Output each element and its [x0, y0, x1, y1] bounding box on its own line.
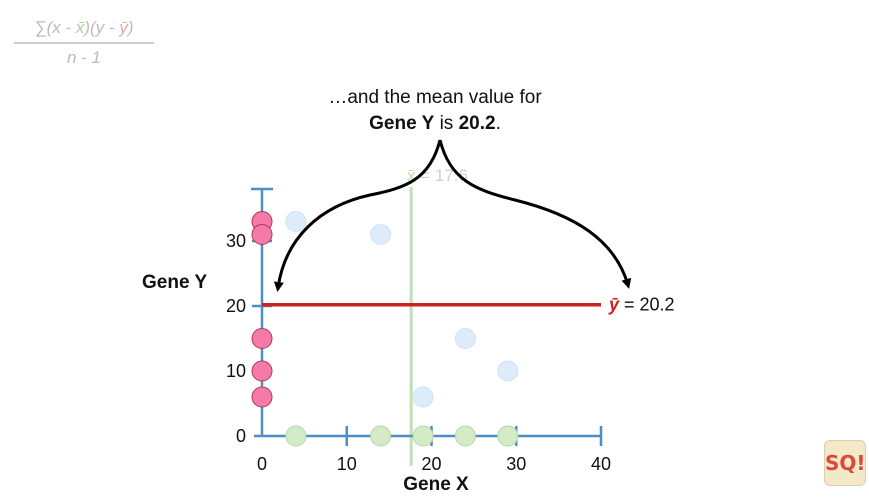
- covariance-formula: ∑(x - x̄)(y - ȳ) n - 1: [14, 18, 154, 68]
- y-tick-label: 0: [236, 426, 246, 446]
- caption-mean-value: 20.2: [458, 113, 496, 134]
- x-tick-label: 40: [591, 454, 611, 474]
- formula-denominator: n - 1: [66, 48, 102, 67]
- x-projection-point: [370, 425, 392, 447]
- brace-arrow-right: [438, 139, 632, 289]
- y-projection-point: [251, 386, 273, 408]
- data-point: [497, 360, 519, 382]
- data-point: [285, 211, 307, 232]
- caption-gene-y: Gene Y: [369, 113, 435, 134]
- y-tick-label: 10: [226, 361, 246, 381]
- caption-line-2: Gene Y is 20.2.: [290, 111, 580, 137]
- y-projection-point: [251, 360, 273, 382]
- formula-y-mean: ȳ: [119, 18, 128, 37]
- caption: …and the mean value for Gene Y is 20.2.: [290, 85, 580, 137]
- formula-num-suffix: ): [127, 18, 134, 37]
- formula-x-mean: x̄: [75, 18, 85, 37]
- y-tick-label: 20: [226, 296, 246, 316]
- formula-num-prefix: ∑(x -: [34, 18, 76, 37]
- data-point: [412, 386, 434, 408]
- y-projection-point: [251, 224, 273, 245]
- y-axis-label: Gene Y: [142, 272, 207, 293]
- x-projection-point: [497, 425, 519, 447]
- caption-period: .: [495, 113, 501, 134]
- data-point: [454, 328, 476, 349]
- x-projection-point: [454, 425, 476, 447]
- x-axis-label: Gene X: [403, 474, 469, 495]
- mean-y-label: ȳ = 20.2: [608, 295, 675, 315]
- x-tick-label: 20: [421, 454, 441, 474]
- logo-icon: SQ!: [824, 440, 866, 486]
- brace-arrow-left: [273, 139, 442, 292]
- caption-line-1: …and the mean value for: [328, 87, 542, 108]
- caption-is: is: [434, 113, 459, 134]
- y-tick-label: 30: [226, 231, 246, 251]
- x-tick-label: 0: [257, 454, 267, 474]
- formula-numerator: ∑(x - x̄)(y - ȳ): [14, 18, 154, 44]
- x-projection-point: [285, 425, 307, 447]
- data-point: [370, 224, 392, 245]
- formula-num-mid: )(y -: [84, 18, 120, 37]
- x-projection-point: [412, 425, 434, 447]
- x-tick-label: 30: [506, 454, 526, 474]
- x-tick-label: 10: [337, 454, 357, 474]
- y-projection-point: [251, 328, 273, 349]
